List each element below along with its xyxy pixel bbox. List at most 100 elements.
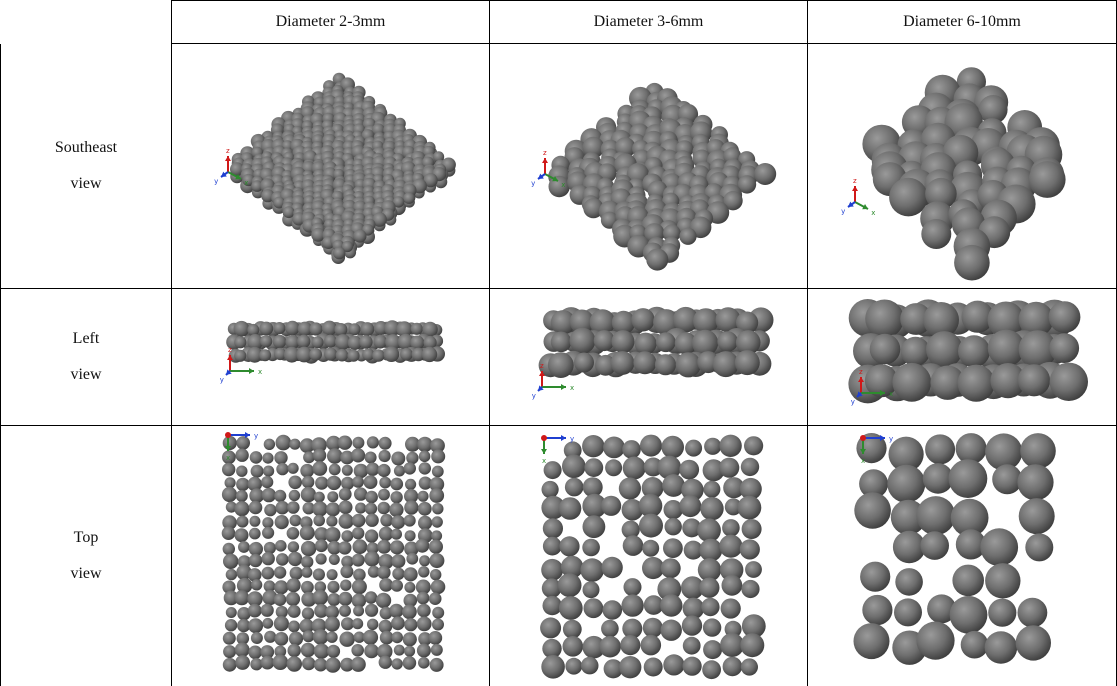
particle: [378, 436, 392, 450]
particle: [920, 531, 949, 560]
particle: [723, 191, 743, 211]
particle: [364, 451, 377, 464]
particle: [541, 495, 565, 520]
particle: [722, 656, 743, 677]
particle: [301, 591, 317, 607]
particle: [327, 491, 339, 503]
z-axis-label: z: [226, 147, 230, 155]
particle: [550, 331, 572, 353]
particle: [360, 322, 375, 337]
particle: [338, 487, 352, 501]
particle: [312, 568, 325, 581]
particle: [560, 555, 584, 579]
x-axis-arrow: [225, 446, 231, 451]
particle: [262, 452, 274, 464]
particle: [582, 538, 600, 557]
particle: [563, 441, 582, 460]
particle: [423, 335, 437, 350]
axis-triad-icon: yx: [541, 435, 574, 465]
particle: [582, 635, 606, 659]
particle: [569, 327, 596, 354]
particle: [237, 607, 251, 621]
particle-render: yx: [540, 434, 766, 680]
particle: [663, 538, 683, 558]
z-axis-dot: [860, 435, 866, 441]
particle: [601, 495, 622, 516]
table-col3-rule: [807, 0, 808, 686]
particle: [275, 605, 288, 619]
particle: [640, 434, 662, 457]
particle: [860, 561, 891, 592]
particle: [682, 597, 705, 620]
particle: [418, 632, 432, 646]
particle: [433, 151, 445, 163]
particle: [431, 516, 443, 528]
particle: [620, 635, 641, 656]
particle: [580, 558, 604, 582]
panel-southeast-3-6mm: z x y: [490, 44, 807, 288]
particle: [391, 616, 405, 631]
y-axis-arrow: [538, 173, 544, 179]
particle: [1048, 301, 1081, 333]
particle: [703, 480, 721, 498]
particle: [341, 240, 354, 253]
particle: [740, 658, 758, 676]
particle: [301, 555, 314, 569]
particle: [662, 474, 685, 497]
particle: [365, 513, 379, 527]
particle: [221, 486, 238, 503]
particle: [641, 477, 664, 499]
particle: [352, 476, 364, 488]
particle: [287, 462, 299, 474]
particle: [664, 518, 682, 536]
particle: [351, 513, 366, 528]
particle: [562, 454, 586, 479]
particle: [675, 352, 701, 378]
particle: [391, 451, 406, 466]
panel-left-6-10mm: z x y: [808, 289, 1116, 425]
particle: [639, 513, 663, 538]
particle: [541, 480, 559, 499]
particle: [391, 658, 403, 670]
particle: [366, 462, 380, 476]
particle: [418, 657, 430, 669]
x-axis-arrow: [860, 449, 866, 454]
particle: [221, 526, 236, 540]
particle: [719, 434, 742, 457]
particle: [341, 555, 354, 568]
particle: [1025, 533, 1054, 562]
particle: [340, 657, 354, 672]
particle: [1018, 330, 1057, 369]
particle: [610, 351, 635, 375]
particle: [582, 435, 605, 458]
particle: [234, 336, 247, 349]
particle: [580, 656, 599, 675]
particle: [302, 630, 315, 643]
particle: [734, 350, 760, 376]
y-axis-label: y: [531, 179, 535, 187]
particle: [314, 581, 327, 593]
particle: [431, 449, 446, 464]
y-axis-label: y: [851, 398, 855, 406]
particle: [285, 334, 300, 350]
particle: [990, 363, 1026, 399]
particle: [1049, 333, 1080, 363]
particle: [400, 347, 413, 361]
particle: [957, 364, 995, 402]
particle: [250, 464, 264, 478]
particle: [283, 346, 300, 363]
particle: [247, 334, 264, 350]
particle: [660, 558, 681, 579]
particle: [621, 594, 644, 617]
particle: [621, 499, 644, 521]
particle: [404, 581, 416, 593]
particle: [262, 617, 274, 629]
y-axis-label: y: [889, 435, 893, 443]
particle: [379, 630, 394, 645]
y-axis-label: y: [570, 435, 574, 443]
particle: [693, 308, 719, 334]
particle: [541, 578, 562, 598]
particle: [740, 457, 760, 477]
particle: [315, 539, 328, 553]
z-axis-dot: [225, 432, 231, 438]
